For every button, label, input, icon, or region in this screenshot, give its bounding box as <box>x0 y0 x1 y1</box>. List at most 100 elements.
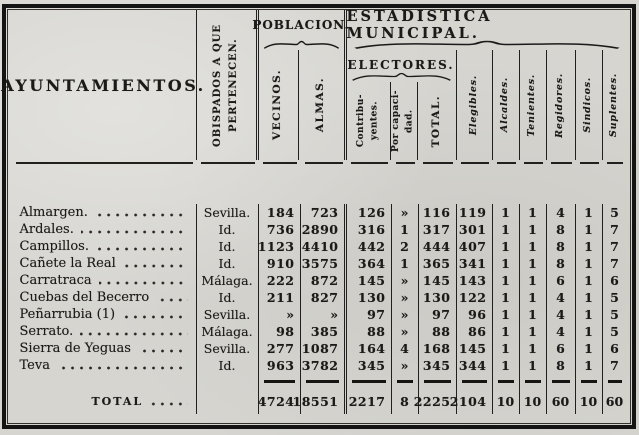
cell-vecinos: » <box>259 306 301 323</box>
cell-vecinos: 277 <box>259 340 301 357</box>
cell-por-capacidad: » <box>392 306 419 323</box>
total-cell-sindicos: 10 <box>576 388 603 414</box>
cell-name: Cañete la Real <box>12 255 197 272</box>
cell-almas: 3575 <box>301 255 347 272</box>
cell-obispado: Sevilla. <box>197 340 259 357</box>
cell-suplentes: 5 <box>610 290 619 305</box>
cell-vecinos: 211 <box>259 289 301 306</box>
cell-almas: 3782 <box>301 357 347 374</box>
dot-leader <box>122 315 188 319</box>
cell-sindicos: 1 <box>576 272 603 289</box>
cell-total: 444 <box>419 238 457 255</box>
table-row: Peñarrubia (1) Sevilla.»» 97» 97 96 1 1 4 1 5 <box>12 306 627 323</box>
row-name: Sierra de Yeguas <box>19 341 131 356</box>
total-cell-por-capacidad: 8 <box>392 388 419 414</box>
cell-sindicos: 1 <box>576 204 603 221</box>
cell-vecinos: 910 <box>259 255 301 272</box>
dot-leader <box>122 264 188 268</box>
table-row: Serrato. Málaga. 98 385 88» 88 86 1 1 4 1 5 <box>12 323 627 340</box>
cell-elegibles: 301 <box>457 221 493 238</box>
table-row: Ardales. Id. 736 2890 316 1 317 301 1 1 8 1 7 <box>12 221 627 238</box>
total-cell-tenientes: 10 <box>520 388 547 414</box>
total-cell-contribuyentes: 2217 <box>347 388 392 414</box>
cell-sindicos: 1 <box>576 255 603 272</box>
dot-leader <box>56 366 188 370</box>
table-row: Carratraca Málaga. 222 872 145» 145 143 1 1 6 1 6 <box>12 272 627 289</box>
cell-vecinos: 736 <box>259 221 301 238</box>
cell-tenientes: 1 <box>520 306 547 323</box>
cell-regidores: 4 <box>547 323 576 340</box>
cell-sindicos: 1 <box>576 238 603 255</box>
cell-elegibles: 119 <box>457 204 493 221</box>
sindicos-header-label: Sindicos. <box>582 77 594 133</box>
cell-name: Campillos. <box>12 238 197 255</box>
cell-sindicos: 1 <box>576 306 603 323</box>
total-cell-regidores: 60 <box>547 388 576 414</box>
cell-por-capacidad: 2 <box>392 238 419 255</box>
cell-tenientes: 1 <box>520 238 547 255</box>
sum-rule-row <box>12 374 627 388</box>
total-cell-total: 2225 <box>414 388 457 414</box>
cell-suplentes: 7 <box>610 358 619 373</box>
cell-contribuyentes: 130 <box>347 289 392 306</box>
cell-elegibles: 86 <box>457 323 493 340</box>
regidores-header-label: Regidores. <box>554 72 566 138</box>
cell-obispado: Sevilla. <box>197 306 259 323</box>
cell-regidores: 8 <box>547 255 576 272</box>
table-row: Teva Id. 963 3782 345» 345 344 1 1 8 1 7 <box>12 357 627 374</box>
cell-vecinos: 1123 <box>258 238 301 255</box>
cell-obispado: Málaga. <box>197 272 259 289</box>
cell-almas: » <box>301 306 347 323</box>
cell-obispado: Id. <box>197 357 259 374</box>
row-name: Peñarrubia (1) <box>19 307 116 322</box>
por-capacidad-header-cell: Por capaci- dad. <box>391 82 418 160</box>
row-name: Teva <box>19 358 50 373</box>
cell-name: Ardales. <box>12 221 197 238</box>
estadistica-brace <box>347 40 627 50</box>
dot-leader <box>98 281 188 285</box>
cell-suplentes: 7 <box>610 239 619 254</box>
cell-regidores: 4 <box>547 306 576 323</box>
estadistica-group-label: ESTADISTICA MUNICIPAL. <box>346 8 493 42</box>
cell-obispado: Id. <box>197 238 259 255</box>
cell-alcaldes: 1 <box>493 221 520 238</box>
dot-leader <box>94 213 188 217</box>
cell-por-capacidad: » <box>392 204 419 221</box>
total-cell-vecinos: 4724 <box>258 388 301 414</box>
cell-regidores: 8 <box>547 357 576 374</box>
cell-name: Sierra de Yeguas <box>12 340 197 357</box>
dot-leader <box>150 402 188 406</box>
tenientes-header-label: Tenientes. <box>526 73 538 137</box>
cell-por-capacidad: » <box>392 323 419 340</box>
cell-vecinos: 98 <box>259 323 301 340</box>
ayuntamientos-header-label: AYUNTAMIENTOS. <box>1 75 206 95</box>
cell-total: 145 <box>419 272 457 289</box>
elegibles-header-label: Elegibles. <box>467 74 479 136</box>
cell-elegibles: 96 <box>457 306 493 323</box>
cell-almas: 385 <box>301 323 347 340</box>
cell-total: 168 <box>419 340 457 357</box>
cell-elegibles: 407 <box>457 238 493 255</box>
cell-por-capacidad: » <box>392 289 419 306</box>
cell-name: Serrato. <box>12 323 197 340</box>
cell-contribuyentes: 442 <box>347 238 392 255</box>
vecinos-header-label: VECINOS. <box>271 69 284 141</box>
cell-total: 130 <box>419 289 457 306</box>
cell-obispado: Id. <box>197 221 259 238</box>
table-outer-frame: AYUNTAMIENTOS. OBISPADOS A QUE PERTENECE… <box>1 4 636 429</box>
cell-suplentes: 5 <box>610 205 619 220</box>
cell-regidores: 6 <box>547 340 576 357</box>
cell-almas: 723 <box>301 204 347 221</box>
cell-alcaldes: 1 <box>493 357 520 374</box>
cell-suplentes: 7 <box>610 222 619 237</box>
cell-vecinos: 963 <box>259 357 301 374</box>
table-row: Cuebas del Becerro Id. 211 827 130» 130 122 1 1 4… <box>12 289 627 306</box>
dot-leader <box>156 298 188 302</box>
row-name: Almargen. <box>19 205 88 220</box>
cell-total: 345 <box>419 357 457 374</box>
row-name: Serrato. <box>19 324 74 339</box>
cell-alcaldes: 1 <box>493 306 520 323</box>
cell-vecinos: 184 <box>259 204 301 221</box>
cell-alcaldes: 1 <box>493 340 520 357</box>
total-cell-name: TOTAL <box>12 388 197 414</box>
